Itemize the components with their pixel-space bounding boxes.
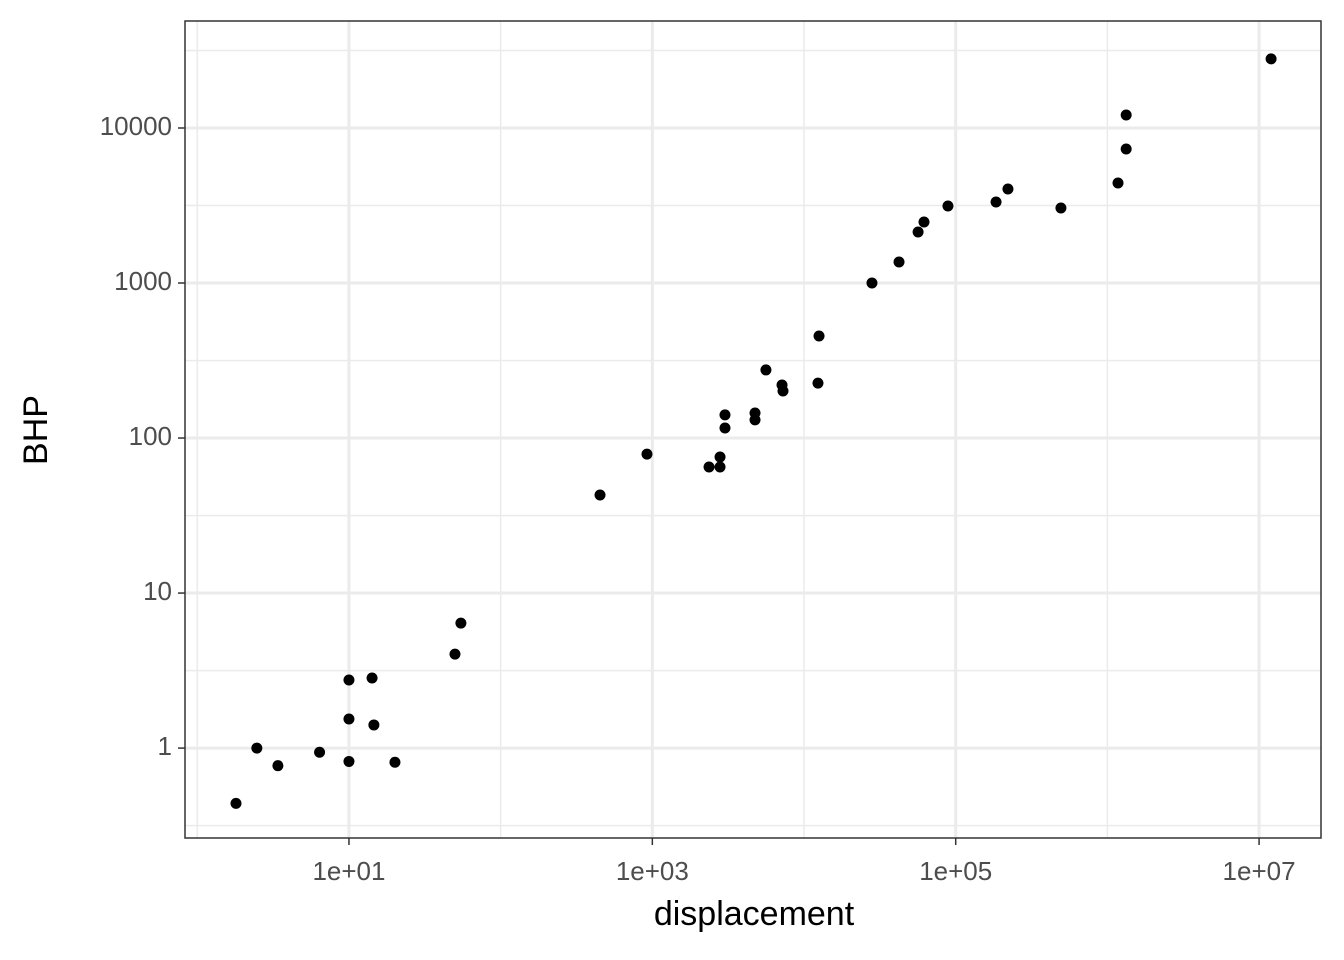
point [1112, 177, 1124, 189]
y-tick-label: 10 [143, 576, 172, 606]
y-tick-label: 1000 [114, 266, 172, 296]
x-axis-title: displacement [654, 895, 855, 933]
point [942, 200, 954, 212]
y-tick-label: 100 [129, 421, 172, 451]
x-tick-label: 1e+07 [1223, 856, 1296, 886]
point [703, 461, 715, 473]
point [760, 364, 772, 376]
point [343, 713, 355, 725]
point [272, 760, 284, 772]
point [866, 277, 878, 289]
grid [185, 21, 1321, 838]
x-tick-label: 1e+03 [616, 856, 689, 886]
point [389, 756, 401, 768]
point [893, 256, 905, 268]
point [719, 422, 731, 434]
point [719, 409, 731, 421]
point [641, 448, 653, 460]
y-axis-title: BHP [17, 395, 55, 465]
point [912, 226, 924, 238]
y-tick-label: 10000 [100, 111, 172, 141]
point [455, 617, 467, 629]
x-tick-label: 1e+01 [312, 856, 385, 886]
point [714, 451, 726, 463]
point [1120, 143, 1132, 155]
point [990, 196, 1002, 208]
point [749, 407, 761, 419]
point [1265, 53, 1277, 65]
x-tick-label: 1e+05 [919, 856, 992, 886]
point [714, 461, 726, 473]
point [1002, 183, 1014, 195]
point [343, 755, 355, 767]
point [251, 742, 263, 754]
y-tick-label: 1 [158, 731, 172, 761]
point [1055, 202, 1067, 214]
point [594, 489, 606, 501]
point [918, 216, 930, 228]
point [777, 385, 789, 397]
point [314, 746, 326, 758]
point [812, 377, 824, 389]
panel-border [184, 20, 1322, 839]
point [366, 672, 378, 684]
point [368, 719, 380, 731]
point [813, 330, 825, 342]
point [1120, 109, 1132, 121]
point [343, 674, 355, 686]
point [449, 648, 461, 660]
point [230, 797, 242, 809]
points [230, 53, 1277, 809]
